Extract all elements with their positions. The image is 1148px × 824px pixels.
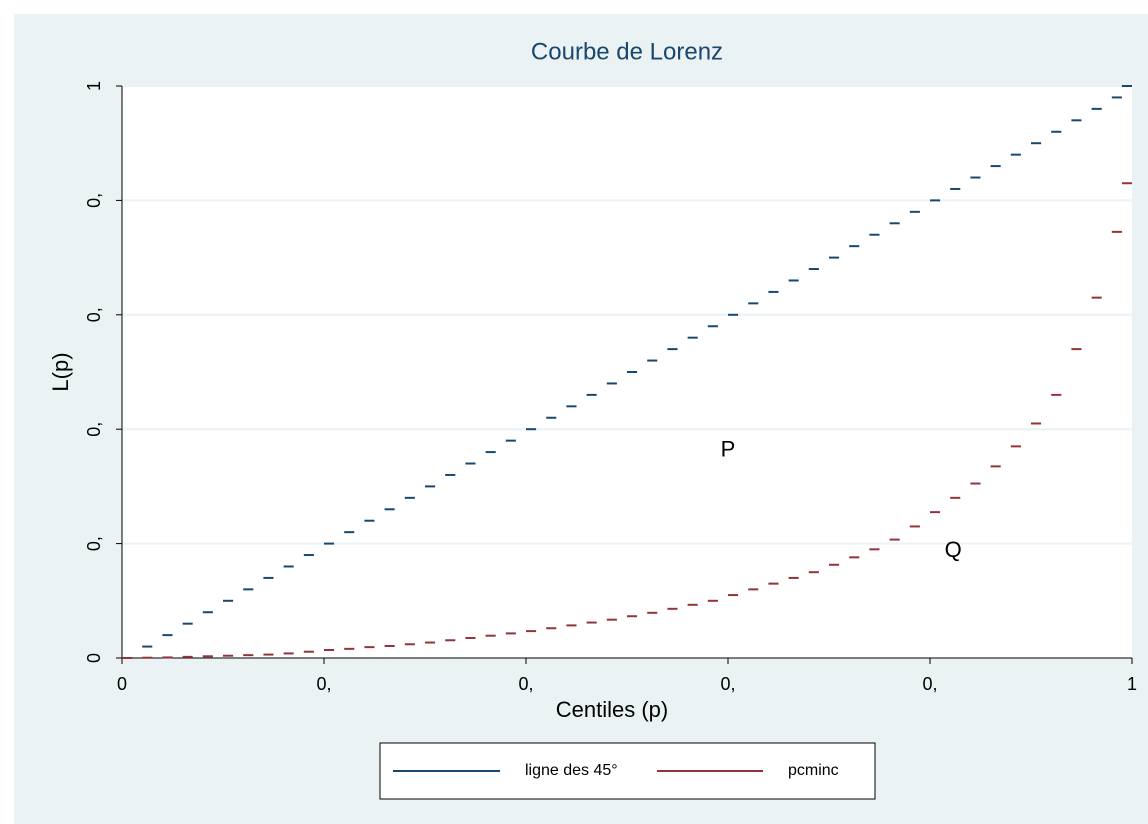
legend-label: ligne des 45° [525,762,618,779]
y-tick-label: 0, [84,193,104,208]
y-axis-label: L(p) [48,352,73,391]
y-tick-label: 0 [84,653,104,663]
x-tick-label: 0, [720,674,735,694]
x-tick-label: 0, [922,674,937,694]
x-axis-label: Centiles (p) [556,697,668,722]
y-tick-label: 0, [84,307,104,322]
x-tick-label: 0, [316,674,331,694]
x-tick-label: 1 [1127,674,1137,694]
annotation: Q [945,537,962,562]
x-tick-label: 0, [518,674,533,694]
legend-label: pcminc [788,762,839,779]
y-tick-label: 1 [84,81,104,91]
y-tick-label: 0, [84,422,104,437]
x-tick-label: 0 [117,674,127,694]
y-tick-label: 0, [84,536,104,551]
annotation: P [721,437,736,462]
chart-title: Courbe de Lorenz [531,38,723,65]
